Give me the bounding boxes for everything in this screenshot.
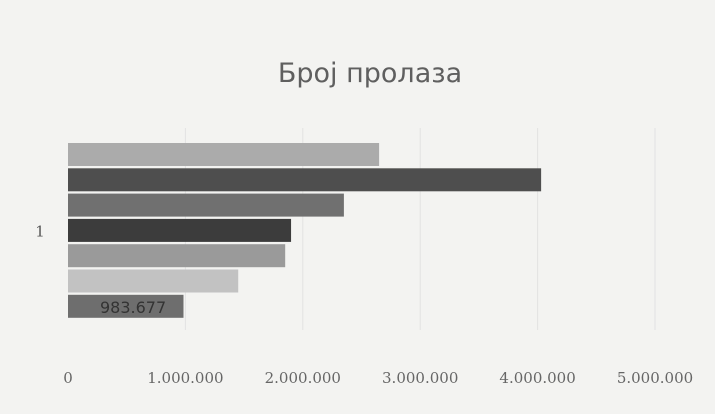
x-tick-label: 4.000.000 [499, 369, 575, 387]
x-tick-label: 5.000.000 [617, 369, 693, 387]
bar-series-5 [68, 244, 286, 268]
x-tick-label: 2.000.000 [265, 369, 341, 387]
x-axis-ticks: 0 1.000.000 2.000.000 3.000.000 4.000.000 5.0… [63, 369, 693, 387]
bar-data-label: 983.677 [100, 298, 166, 317]
data-labels: 983.677 [100, 298, 166, 317]
chart-title: Број пролаза [278, 58, 462, 89]
bars [68, 143, 542, 318]
bar-series-4 [68, 218, 292, 242]
bar-series-1 [68, 143, 380, 166]
x-tick-label: 1.000.000 [147, 369, 223, 387]
x-tick-label: 3.000.000 [382, 369, 458, 387]
y-axis-categories: 1 [35, 223, 45, 241]
bar-series-3 [68, 193, 344, 217]
bar-series-6 [68, 269, 239, 293]
category-label: 1 [35, 223, 45, 241]
bar-series-2 [68, 168, 542, 192]
x-tick-label: 0 [63, 369, 73, 387]
bar-series-7 [68, 294, 184, 318]
